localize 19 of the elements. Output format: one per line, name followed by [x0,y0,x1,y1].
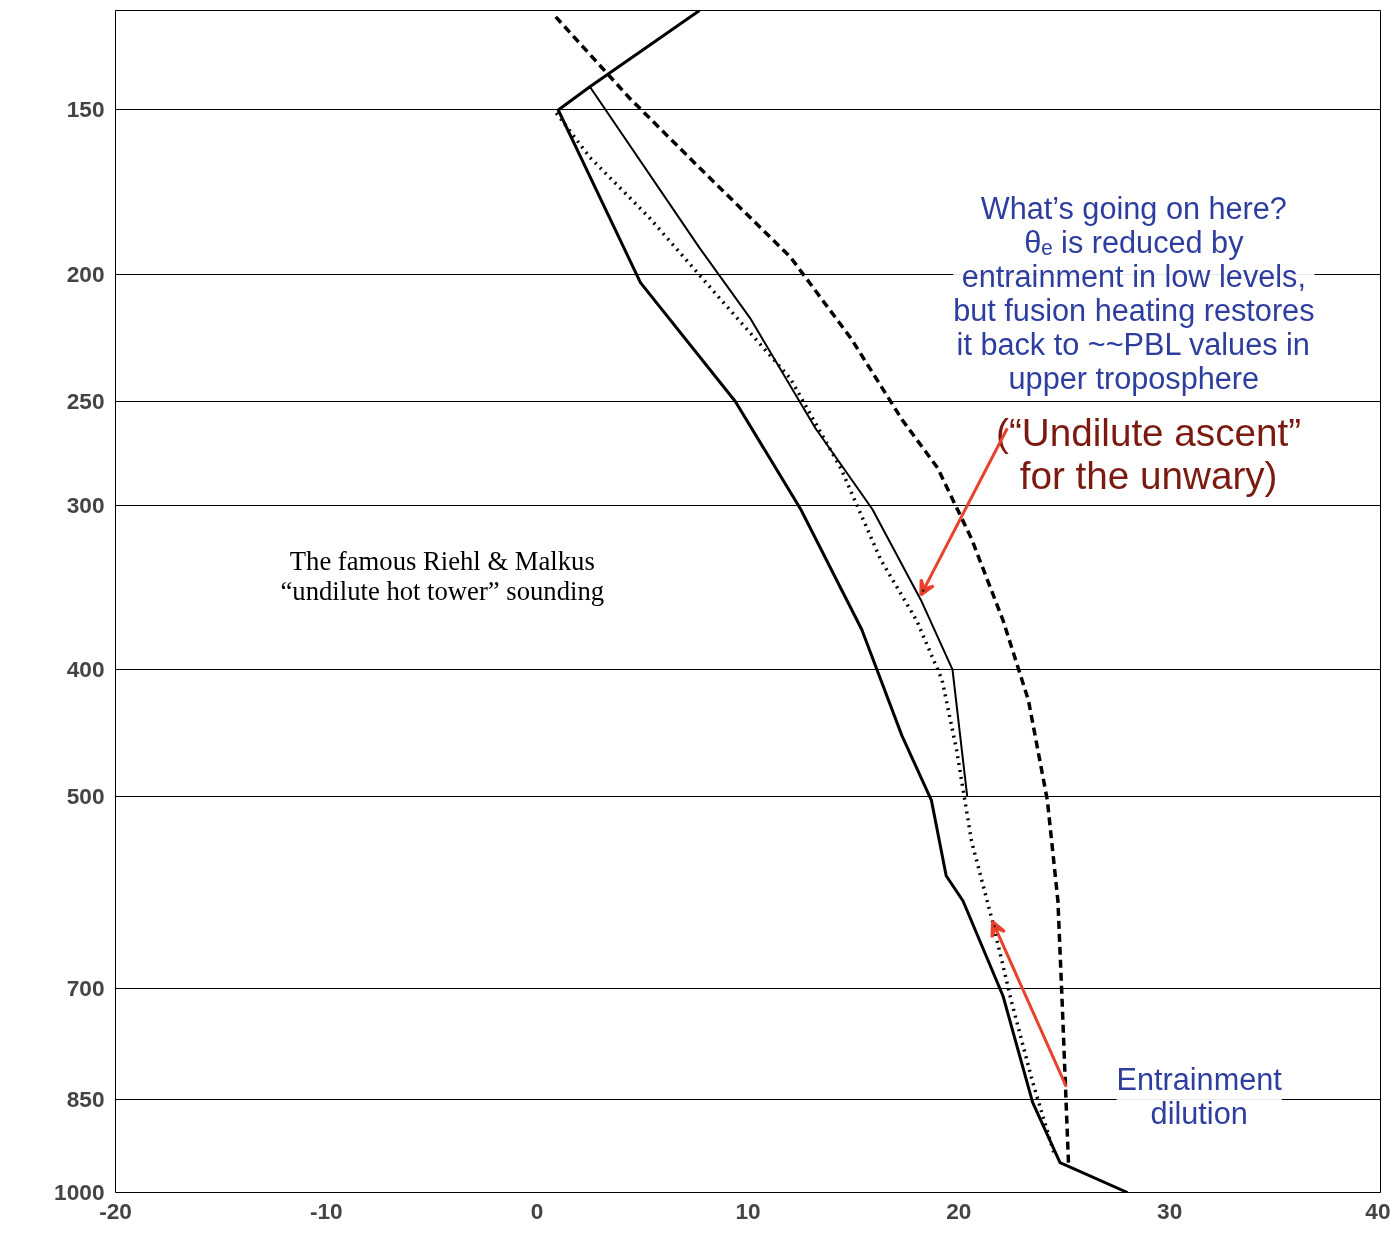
annotation: (“Undilute ascent” for the unwary) [996,410,1302,497]
x-tick-label: 40 [1365,1197,1391,1224]
y-tick-label: 200 [66,260,105,287]
y-tick-label: 1000 [54,1179,105,1205]
x-tick-label: 20 [946,1197,972,1224]
x-tick-label: -10 [309,1197,343,1224]
y-tick-label: 150 [66,96,105,123]
annotation: Entrainment dilution [1116,1061,1283,1130]
y-tick-label: 700 [66,975,105,1002]
y-tick-label: 500 [66,783,105,810]
annotation: What’s going on here? θₑ is reduced by entrainment in low levels, but fusion heating restores it back to ~~PBL values in upper troposphere [953,191,1315,397]
y-tick-label: 850 [66,1086,105,1113]
x-tick-label: 0 [530,1197,544,1224]
y-tick-label: 250 [66,387,105,414]
y-tick-label: 400 [66,656,105,683]
annotation: The famous Riehl & Malkus “undilute hot tower” sounding [280,545,605,606]
y-tick-label: 300 [66,492,105,518]
x-tick-label: 10 [735,1197,761,1224]
x-tick-label: 30 [1157,1197,1183,1224]
